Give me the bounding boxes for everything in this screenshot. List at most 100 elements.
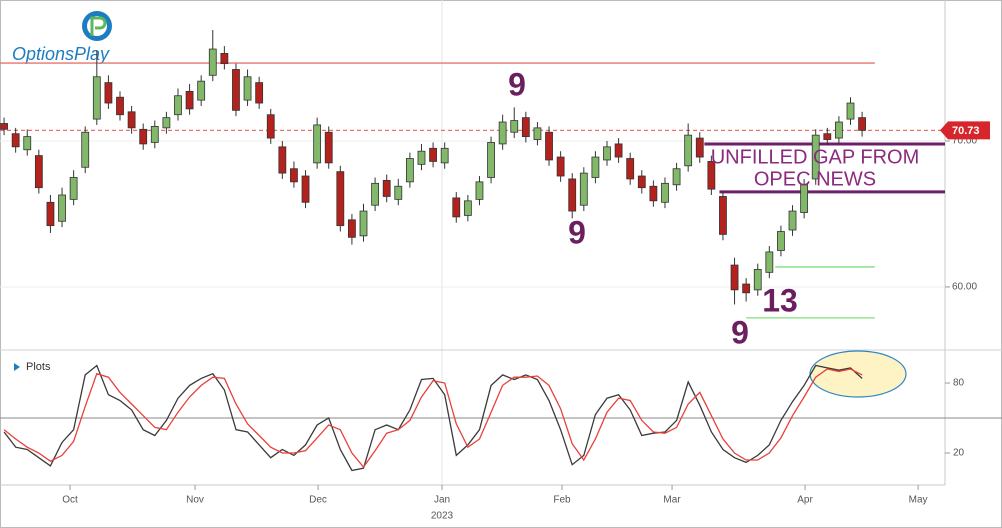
year-label: 2023 bbox=[431, 511, 454, 522]
candle-body bbox=[626, 158, 635, 180]
candle-body bbox=[232, 69, 240, 111]
candle-body bbox=[661, 182, 669, 203]
candle-body bbox=[614, 143, 623, 158]
candle-body bbox=[719, 196, 727, 235]
candle-body bbox=[313, 124, 322, 164]
candle-body bbox=[858, 117, 866, 131]
candle-body bbox=[417, 150, 426, 165]
candle-body bbox=[23, 136, 32, 151]
candle-body bbox=[104, 82, 113, 104]
candle-body bbox=[359, 210, 368, 237]
candle-body bbox=[823, 133, 832, 140]
candle-body bbox=[510, 120, 519, 133]
candle-body bbox=[127, 111, 136, 129]
x-tick-label: Jan bbox=[434, 495, 450, 506]
annotation: 9 bbox=[508, 66, 526, 102]
last-price-label: 70.73 bbox=[952, 125, 980, 137]
candle-body bbox=[730, 264, 739, 291]
y-tick-label: 60.00 bbox=[952, 282, 977, 293]
x-tick-label: Nov bbox=[186, 495, 204, 506]
candle-body bbox=[243, 76, 252, 101]
candle-body bbox=[266, 114, 275, 139]
candle-body bbox=[487, 142, 495, 178]
candle-body bbox=[185, 90, 194, 110]
logo-icon bbox=[90, 16, 107, 36]
candle-body bbox=[742, 283, 751, 294]
candle-body bbox=[429, 147, 437, 162]
last-price-tag bbox=[940, 121, 990, 140]
candle-body bbox=[440, 147, 449, 164]
candle-body bbox=[336, 171, 345, 227]
candle-body bbox=[394, 185, 403, 200]
panel-label-text[interactable]: Plots bbox=[26, 361, 51, 373]
candle-body bbox=[846, 102, 855, 120]
candle-body bbox=[637, 175, 646, 189]
candle-body bbox=[649, 185, 658, 202]
candle-body bbox=[765, 251, 774, 273]
expand-icon[interactable] bbox=[14, 363, 20, 371]
candle-body bbox=[301, 175, 310, 203]
candle-body bbox=[371, 182, 380, 206]
candle-body bbox=[278, 146, 287, 174]
panel-label: Plots bbox=[14, 361, 51, 373]
candle-body bbox=[707, 161, 716, 190]
candle-body bbox=[255, 82, 264, 104]
indicator-line bbox=[3, 368, 863, 469]
candle-body bbox=[591, 156, 600, 178]
candle-body bbox=[382, 180, 391, 197]
indicator-line bbox=[3, 364, 863, 472]
candle-body bbox=[545, 131, 553, 161]
candle-body bbox=[835, 121, 843, 139]
candle-body bbox=[695, 137, 704, 158]
candle-body bbox=[46, 201, 55, 227]
candle-body bbox=[753, 269, 762, 291]
candle-body bbox=[150, 125, 159, 143]
candle-body bbox=[579, 172, 588, 206]
candle-body bbox=[81, 131, 90, 168]
candle-body bbox=[197, 80, 206, 101]
candle-body bbox=[11, 133, 20, 148]
annotation: 9 bbox=[731, 314, 749, 350]
candle-body bbox=[0, 123, 8, 130]
candle-body bbox=[603, 146, 611, 161]
annotation: 13 bbox=[762, 282, 798, 318]
x-tick-label: Feb bbox=[553, 495, 571, 506]
candle-body bbox=[290, 168, 298, 183]
candle-body bbox=[208, 48, 217, 76]
candle-body bbox=[672, 168, 681, 186]
candle-body bbox=[777, 231, 785, 251]
candle-body bbox=[405, 158, 414, 183]
candle-body bbox=[811, 134, 820, 180]
x-tick-label: Mar bbox=[663, 495, 681, 506]
candle-body bbox=[220, 53, 229, 65]
logo: OptionsPlay bbox=[12, 11, 112, 64]
candle-body bbox=[800, 184, 809, 213]
candle-body bbox=[463, 200, 472, 216]
y-tick-label: 70.00 bbox=[952, 136, 977, 147]
candle-body bbox=[452, 197, 461, 218]
candle-body bbox=[568, 178, 577, 212]
annotation: OPEC NEWS bbox=[754, 168, 876, 190]
y-tick-label: 20 bbox=[953, 448, 965, 459]
x-tick-label: May bbox=[909, 495, 928, 506]
candle-body bbox=[116, 96, 124, 116]
y-tick-label: 80 bbox=[953, 378, 965, 389]
candle-body bbox=[162, 117, 171, 129]
candle-body bbox=[34, 155, 43, 189]
annotation: UNFILLED GAP FROM bbox=[711, 146, 920, 168]
candle-body bbox=[556, 156, 565, 177]
candle-body bbox=[348, 219, 356, 238]
candle-body bbox=[58, 194, 66, 222]
candle-body bbox=[788, 210, 797, 231]
candle-body bbox=[498, 121, 507, 145]
candle-body bbox=[324, 131, 333, 164]
candle-body bbox=[684, 134, 693, 167]
x-tick-label: Dec bbox=[309, 495, 327, 506]
x-tick-label: Apr bbox=[797, 495, 813, 506]
candle-body bbox=[521, 117, 530, 138]
candle-body bbox=[139, 128, 148, 145]
candle-body bbox=[92, 76, 101, 120]
